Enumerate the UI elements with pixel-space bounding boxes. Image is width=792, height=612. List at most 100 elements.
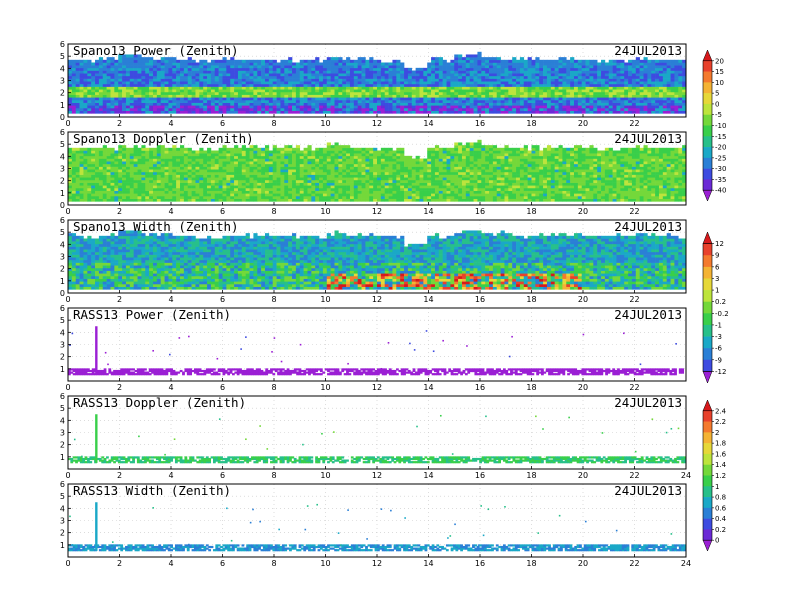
heatmap-cell (554, 59, 559, 63)
heatmap-cell (442, 59, 447, 63)
heatmap-cell (299, 81, 304, 85)
heatmap-cell (396, 179, 401, 183)
heatmap-cell (438, 57, 443, 61)
heatmap-cell (183, 195, 189, 199)
heatmap-cell (504, 78, 509, 82)
heatmap-cell (311, 105, 316, 109)
heatmap-cell (365, 187, 370, 191)
heatmap-cell (91, 185, 96, 189)
heatmap-cell (334, 147, 339, 151)
heatmap-cell (276, 161, 281, 165)
heatmap-cell (361, 105, 366, 109)
heatmap-cell (241, 67, 246, 71)
heatmap-cell (141, 171, 146, 175)
heatmap-cell (670, 99, 675, 103)
heatmap-cell (307, 62, 312, 66)
heatmap-cell (516, 102, 521, 106)
heatmap-cell (365, 59, 370, 63)
heatmap-cell (187, 155, 192, 159)
heatmap-cell (407, 73, 413, 77)
heatmap-cell (98, 187, 104, 191)
heatmap-cell (75, 161, 80, 165)
heatmap-cell (322, 99, 328, 103)
heatmap-cell (392, 89, 397, 93)
heatmap-cell (473, 83, 478, 87)
heatmap-cell (261, 91, 266, 95)
heatmap-cell (102, 110, 107, 114)
heatmap-cell (295, 73, 301, 77)
heatmap-cell (380, 91, 386, 95)
heatmap-cell (87, 70, 92, 74)
heatmap-cell (164, 147, 169, 151)
heatmap-cell (183, 97, 189, 101)
heatmap-cell (643, 75, 648, 79)
heatmap-cell (114, 89, 119, 93)
heatmap-cell (284, 105, 289, 109)
heatmap-cell (145, 171, 150, 175)
heatmap-cell (349, 147, 355, 151)
heatmap-cell (133, 97, 138, 101)
heatmap-cell (512, 102, 517, 106)
heatmap-cell (187, 99, 192, 103)
heatmap-cell (365, 169, 370, 173)
heatmap-cell (593, 70, 598, 74)
heatmap-cell (631, 94, 637, 98)
heatmap-cell (98, 107, 104, 111)
heatmap-cell (400, 91, 405, 95)
heatmap-cell (164, 171, 169, 175)
heatmap-cell (353, 105, 358, 109)
heatmap-cell (392, 65, 397, 69)
heatmap-cell (330, 67, 335, 71)
heatmap-cell (249, 81, 254, 85)
heatmap-cell (261, 83, 266, 87)
heatmap-cell (114, 153, 119, 157)
heatmap-cell (214, 99, 219, 103)
heatmap-cell (87, 110, 92, 114)
heatmap-cell (292, 107, 297, 111)
heatmap-cell (361, 91, 366, 95)
heatmap-cell (133, 161, 138, 165)
heatmap-cell (338, 73, 343, 77)
heatmap-cell (284, 94, 289, 98)
heatmap-cell (535, 70, 540, 74)
heatmap-cell (620, 107, 625, 111)
heatmap-cell (68, 99, 73, 103)
heatmap-cell (322, 155, 328, 159)
heatmap-cell (253, 97, 258, 101)
heatmap-cell (631, 70, 637, 74)
heatmap-cell (434, 78, 440, 82)
heatmap-cell (133, 187, 138, 191)
heatmap-cell (125, 158, 131, 162)
heatmap-cell (218, 73, 223, 77)
heatmap-cell (129, 89, 134, 93)
heatmap-cell (299, 97, 304, 101)
heatmap-cell (550, 78, 555, 82)
heatmap-cell (203, 105, 208, 109)
heatmap-cell (307, 83, 312, 87)
heatmap-cell (601, 73, 606, 77)
heatmap-cell (257, 171, 262, 175)
heatmap-cell (643, 102, 648, 106)
heatmap-cell (612, 110, 617, 114)
heatmap-cell (183, 99, 189, 103)
heatmap-cell (295, 166, 301, 170)
heatmap-cell (295, 86, 301, 90)
heatmap-cell (129, 182, 134, 186)
heatmap-cell (373, 94, 378, 98)
heatmap-cell (79, 91, 84, 95)
heatmap-cell (326, 86, 331, 90)
heatmap-cell (83, 89, 88, 93)
heatmap-cell (481, 89, 486, 93)
heatmap-cell (357, 97, 362, 101)
heatmap-cell (118, 163, 123, 167)
heatmap-cell (118, 110, 123, 114)
heatmap-cell (230, 67, 235, 71)
heatmap-cell (152, 174, 158, 178)
heatmap-cell (434, 75, 440, 79)
heatmap-cell (361, 86, 366, 90)
heatmap-cell (253, 83, 258, 87)
heatmap-cell (346, 158, 351, 162)
heatmap-cell (635, 81, 640, 85)
heatmap-cell (446, 99, 451, 103)
heatmap-cell (122, 107, 127, 111)
